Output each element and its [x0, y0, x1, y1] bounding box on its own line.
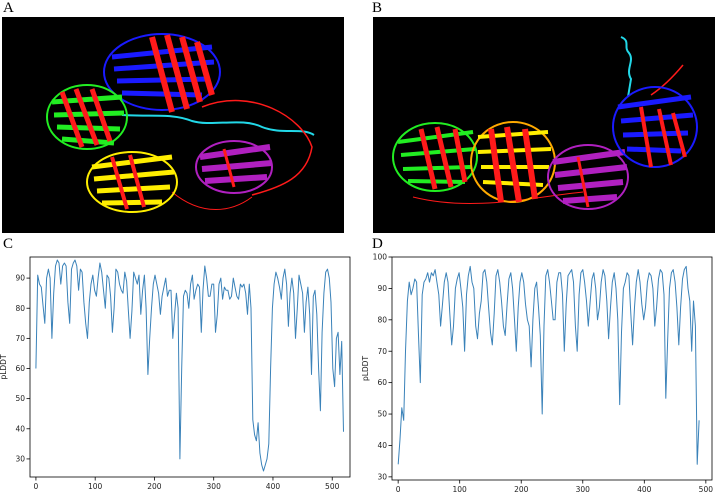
panel-letter-a: A: [3, 0, 14, 16]
y-tick-label: 60: [15, 364, 25, 373]
x-tick-label: 100: [88, 482, 103, 491]
y-tick-label: 70: [15, 334, 25, 343]
y-axis-label: pLDDT: [361, 356, 370, 381]
x-tick-label: 100: [453, 485, 468, 494]
x-tick-label: 400: [637, 485, 652, 494]
x-tick-label: 300: [576, 485, 591, 494]
protein-structure-a: [2, 17, 344, 233]
x-tick-label: 500: [325, 482, 340, 491]
x-tick-label: 200: [514, 485, 529, 494]
plot-frame: [391, 256, 713, 481]
plot-frame: [29, 256, 351, 478]
x-tick-label: 300: [207, 482, 222, 491]
y-tick-label: 90: [15, 274, 25, 283]
y-tick-label: 90: [377, 284, 387, 293]
protein-cartoon-icon: [392, 36, 698, 210]
x-tick-label: 400: [266, 482, 281, 491]
protein-structure-b: [373, 17, 715, 233]
x-tick-label: 0: [396, 485, 401, 494]
plddt-series-line: [35, 259, 344, 472]
x-tick-label: 500: [699, 485, 714, 494]
y-axis-label: pLDDT: [0, 354, 8, 379]
x-tick-label: 200: [147, 482, 162, 491]
y-tick-label: 50: [15, 394, 25, 403]
y-tick-label: 40: [377, 441, 387, 450]
plddt-chart-d: 0 100 200 300 400 500 30 40 50 60 70 80 90 100 pLDDT: [361, 253, 714, 494]
y-tick-label: 70: [377, 347, 387, 356]
panel-letter-b: B: [372, 0, 383, 16]
y-tick-label: 100: [373, 253, 388, 262]
y-tick-label: 80: [377, 315, 387, 324]
y-tick-label: 40: [15, 424, 25, 433]
plddt-series-line: [397, 265, 700, 465]
y-tick-label: 50: [377, 410, 387, 419]
y-tick-label: 80: [15, 304, 25, 313]
protein-cartoon-icon: [46, 33, 315, 213]
panel-letter-d: D: [372, 236, 383, 252]
y-tick-label: 30: [377, 472, 387, 481]
y-tick-label: 60: [377, 378, 387, 387]
y-tick-label: 30: [15, 455, 25, 464]
panel-letter-c: C: [3, 236, 14, 252]
plddt-chart-c: 0 100 200 300 400 500 30 40 50 60 70 80 90 pLDDT: [0, 256, 351, 491]
x-tick-label: 0: [34, 482, 39, 491]
